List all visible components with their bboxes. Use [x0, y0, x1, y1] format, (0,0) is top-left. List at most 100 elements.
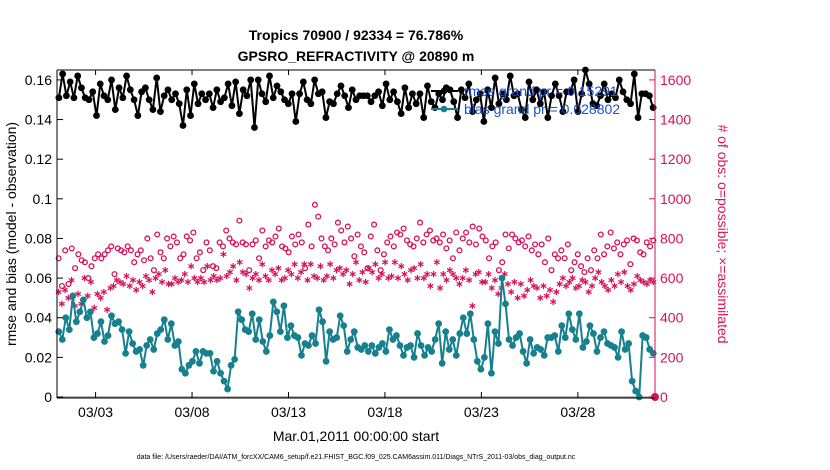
obs-possible-point — [390, 243, 397, 250]
obs-possible-point — [541, 259, 548, 266]
obs-possible-point — [206, 247, 213, 254]
obs-possible-point — [144, 235, 151, 242]
obs-assimilated-point — [453, 274, 460, 282]
rmse-point — [213, 86, 221, 94]
obs-possible-point — [164, 235, 171, 242]
legend-rmse-label: rmse grand pr = 0.15291 — [464, 83, 618, 99]
bias-point — [473, 357, 481, 365]
rmse-point — [593, 102, 601, 110]
bias-point — [551, 332, 559, 339]
rmse-point — [232, 78, 240, 86]
rmse-point — [491, 74, 499, 82]
obs-possible-point — [55, 255, 62, 262]
obs-possible-point — [568, 267, 575, 274]
rmse-point — [168, 96, 176, 104]
obs-assimilated-point — [537, 294, 544, 302]
obs-assimilated-point — [595, 268, 602, 276]
obs-possible-point — [318, 235, 325, 242]
obs-possible-point — [456, 247, 463, 254]
obs-possible-point — [111, 271, 118, 278]
rmse-point — [597, 92, 604, 100]
obs-possible-point — [348, 235, 355, 242]
bias-point — [463, 330, 471, 337]
rmse-point — [566, 88, 574, 96]
bias-point — [312, 340, 319, 347]
obs-assimilated-point — [382, 259, 389, 266]
bias-point — [554, 348, 562, 355]
obs-possible-point — [472, 241, 479, 248]
obs-possible-point — [288, 233, 295, 240]
obs-possible-point — [532, 241, 539, 248]
obs-possible-point — [124, 243, 131, 250]
obs-assimilated-point — [184, 278, 191, 286]
rmse-point — [296, 90, 303, 98]
obs-possible-point — [525, 233, 532, 240]
rmse-point — [574, 108, 582, 116]
obs-possible-point — [81, 259, 88, 266]
obs-assimilated-point — [556, 280, 563, 288]
obs-possible-point — [535, 251, 542, 258]
bias-point — [435, 320, 443, 328]
rmse-point — [187, 112, 194, 119]
obs-assimilated-point — [456, 280, 463, 288]
rmse-point — [318, 88, 326, 96]
bias-point — [248, 310, 256, 318]
obs-possible-point — [325, 247, 332, 254]
bias-point — [308, 332, 316, 339]
y2-tick-label: 1600 — [660, 72, 691, 88]
obs-possible-point — [315, 213, 322, 220]
obs-possible-point — [341, 239, 348, 246]
rmse-point — [307, 100, 315, 108]
rmse-point — [499, 90, 507, 98]
rmse-point — [503, 96, 510, 104]
rmse-point — [484, 86, 492, 94]
obs-assimilated-point — [424, 270, 431, 278]
obs-possible-point — [157, 249, 164, 256]
bias-point — [129, 340, 137, 347]
obs-possible-point — [272, 233, 279, 240]
obs-possible-point — [177, 255, 184, 262]
obs-assimilated-point — [339, 270, 347, 278]
rmse-point — [424, 82, 431, 90]
bias-point — [488, 369, 495, 377]
rmse-point — [540, 88, 548, 96]
bias-point — [509, 342, 516, 349]
rmse-point — [311, 76, 319, 84]
rmse-point — [615, 76, 623, 84]
obs-possible-point — [285, 249, 292, 256]
y2-tick-label: 200 — [660, 349, 684, 365]
obs-possible-point — [226, 235, 233, 242]
obs-possible-point — [459, 235, 466, 242]
obs-possible-point — [558, 247, 565, 254]
obs-possible-point — [62, 247, 69, 254]
bias-point — [343, 348, 351, 355]
obs-assimilated-point — [291, 261, 298, 268]
rmse-point — [254, 76, 262, 84]
rmse-point — [382, 80, 390, 88]
obs-assimilated-point — [246, 284, 253, 292]
rmse-point — [153, 74, 161, 82]
obs-assimilated-point — [427, 282, 434, 290]
bias-point — [431, 336, 439, 343]
obs-possible-point — [643, 239, 650, 246]
rmse-point — [126, 86, 134, 94]
obs-possible-point — [423, 231, 430, 238]
rmse-point — [273, 82, 281, 90]
bias-point — [421, 351, 428, 359]
rmse-point — [401, 84, 409, 92]
rmse-point — [378, 102, 386, 110]
obs-assimilated-point — [524, 286, 531, 294]
obs-possible-point — [551, 251, 558, 258]
rmse-point — [506, 72, 514, 80]
obs-possible-point — [617, 251, 624, 258]
obs-assimilated-point — [624, 282, 631, 290]
rmse-point — [63, 92, 70, 100]
rmse-point — [634, 114, 642, 121]
rmse-point — [194, 100, 202, 108]
obs-possible-point — [426, 227, 433, 234]
obs-possible-point — [127, 247, 134, 254]
rmse-point — [164, 86, 172, 94]
obs-assimilated-point — [443, 276, 450, 284]
bias-point — [438, 359, 446, 367]
